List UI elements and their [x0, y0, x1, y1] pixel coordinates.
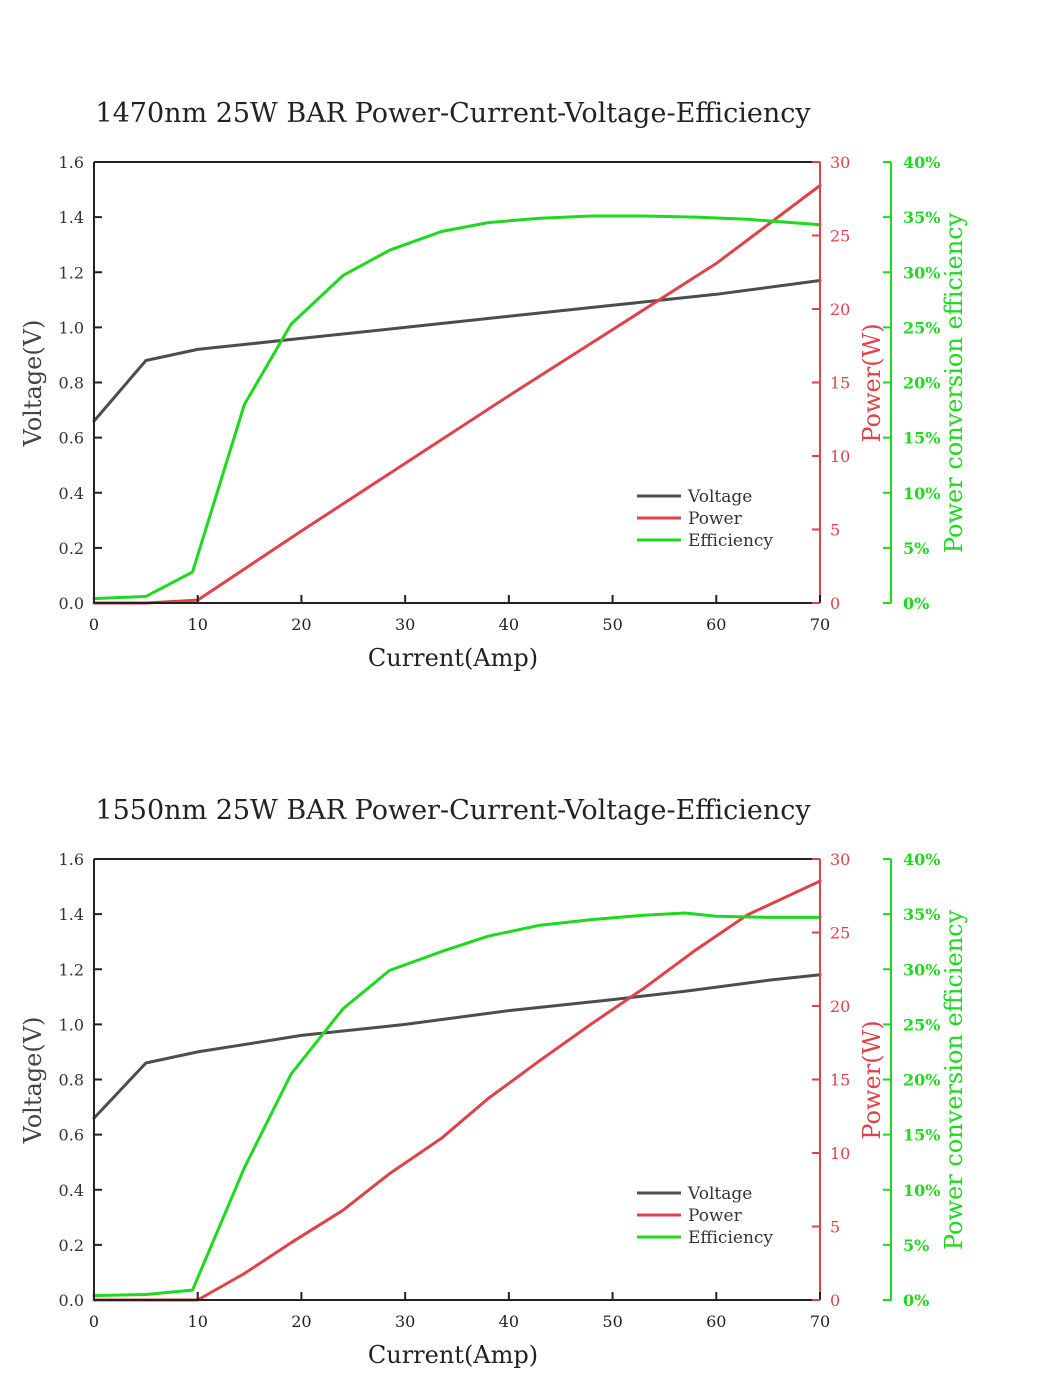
y-right-tick-label: 0: [830, 1291, 840, 1310]
y-left-tick-label: 1.4: [59, 905, 84, 924]
y-right-tick-label: 25: [830, 924, 850, 943]
y-right2-tick-label: 25%: [903, 318, 940, 337]
series-line-efficiency: [92, 214, 822, 601]
y-left-tick-label: 0.4: [59, 484, 84, 503]
y-right2-axis-label: Power conversion efficiency: [940, 909, 968, 1250]
y-right2-tick-label: 40%: [903, 153, 940, 172]
y-left-tick-label: 0.0: [59, 594, 84, 613]
y-right-tick-label: 0: [830, 594, 840, 613]
y-right2-tick-label: 30%: [903, 960, 940, 979]
x-tick-label: 40: [499, 615, 519, 634]
y-left-tick-label: 0.8: [59, 1071, 84, 1090]
y-left-tick-label: 0.8: [59, 374, 84, 393]
series-line-voltage: [92, 279, 822, 423]
x-tick-label: 70: [810, 1312, 830, 1331]
y-right-tick-label: 10: [830, 1144, 850, 1163]
chart-title: 1470nm 25W BAR Power-Current-Voltage-Eff…: [95, 98, 811, 129]
y-left-axis-label: Voltage(V): [19, 320, 47, 448]
legend-label-power: Power: [688, 1206, 743, 1226]
y-right-tick-label: 25: [830, 227, 850, 246]
y-right-axis-label: Power(W): [858, 323, 886, 442]
y-right-tick-label: 30: [830, 153, 850, 172]
y-right2-tick-label: 0%: [903, 594, 929, 613]
y-right2-tick-label: 10%: [903, 1181, 940, 1200]
x-tick-label: 30: [395, 1312, 415, 1331]
y-left-tick-label: 1.2: [59, 263, 84, 282]
y-right2-tick-label: 15%: [903, 429, 940, 448]
legend-label-voltage: Voltage: [687, 487, 752, 507]
y-left-tick-label: 1.0: [59, 318, 84, 337]
y-right-tick-label: 15: [830, 1071, 850, 1090]
y-right2-tick-label: 20%: [903, 374, 940, 393]
y-right-axis-label: Power(W): [858, 1020, 886, 1139]
y-right-tick-label: 30: [830, 850, 850, 869]
y-right2-tick-label: 15%: [903, 1126, 940, 1145]
y-right2-tick-label: 20%: [903, 1071, 940, 1090]
x-tick-label: 0: [89, 1312, 99, 1331]
chart-title: 1550nm 25W BAR Power-Current-Voltage-Eff…: [95, 795, 811, 826]
y-right-tick-label: 15: [830, 374, 850, 393]
y-left-tick-label: 1.4: [59, 208, 84, 227]
y-left-tick-label: 1.2: [59, 960, 84, 979]
x-tick-label: 10: [188, 1312, 208, 1331]
x-tick-label: 10: [188, 615, 208, 634]
y-left-tick-label: 0.4: [59, 1181, 84, 1200]
y-right2-tick-label: 0%: [903, 1291, 929, 1310]
legend-label-efficiency: Efficiency: [688, 531, 773, 551]
x-tick-label: 20: [291, 1312, 311, 1331]
y-left-tick-label: 0.6: [59, 1126, 84, 1145]
x-tick-label: 30: [395, 615, 415, 634]
x-tick-label: 60: [706, 615, 726, 634]
series-line-efficiency: [92, 911, 822, 1298]
x-tick-label: 0: [89, 615, 99, 634]
y-left-tick-label: 1.0: [59, 1015, 84, 1034]
chart-1550nm: 1550nm 25W BAR Power-Current-Voltage-Eff…: [0, 697, 1043, 1391]
chart-1550nm-svg: 1550nm 25W BAR Power-Current-Voltage-Eff…: [19, 795, 968, 1369]
legend-label-efficiency: Efficiency: [688, 1228, 773, 1248]
chart-1470nm: 1470nm 25W BAR Power-Current-Voltage-Eff…: [0, 0, 1043, 694]
y-left-axis-label: Voltage(V): [19, 1017, 47, 1145]
y-right-tick-label: 5: [830, 521, 840, 540]
y-left-tick-label: 0.2: [59, 1236, 84, 1255]
y-right2-tick-label: 25%: [903, 1015, 940, 1034]
x-tick-label: 20: [291, 615, 311, 634]
chart-1470nm-svg: 1470nm 25W BAR Power-Current-Voltage-Eff…: [19, 98, 968, 672]
y-right2-tick-label: 40%: [903, 850, 940, 869]
x-tick-label: 50: [602, 615, 622, 634]
y-right-tick-label: 10: [830, 447, 850, 466]
y-left-tick-label: 0.0: [59, 1291, 84, 1310]
series-line-voltage: [92, 973, 822, 1120]
x-tick-label: 50: [602, 1312, 622, 1331]
y-left-tick-label: 0.2: [59, 539, 84, 558]
legend-label-voltage: Voltage: [687, 1184, 752, 1204]
y-right-tick-label: 20: [830, 300, 850, 319]
y-left-tick-label: 1.6: [59, 850, 84, 869]
y-left-tick-label: 0.6: [59, 429, 84, 448]
x-axis-label: Current(Amp): [368, 1341, 538, 1369]
y-right2-axis-label: Power conversion efficiency: [940, 212, 968, 553]
y-right2-tick-label: 35%: [903, 208, 940, 227]
x-axis-label: Current(Amp): [368, 644, 538, 672]
y-right2-tick-label: 5%: [903, 539, 929, 558]
x-tick-label: 40: [499, 1312, 519, 1331]
x-tick-label: 70: [810, 615, 830, 634]
y-right2-tick-label: 10%: [903, 484, 940, 503]
legend-label-power: Power: [688, 509, 743, 529]
y-right2-tick-label: 30%: [903, 263, 940, 282]
y-right-tick-label: 20: [830, 997, 850, 1016]
y-right2-tick-label: 35%: [903, 905, 940, 924]
y-right2-tick-label: 5%: [903, 1236, 929, 1255]
y-left-tick-label: 1.6: [59, 153, 84, 172]
y-right-tick-label: 5: [830, 1218, 840, 1237]
series-line-power: [92, 879, 822, 1302]
x-tick-label: 60: [706, 1312, 726, 1331]
